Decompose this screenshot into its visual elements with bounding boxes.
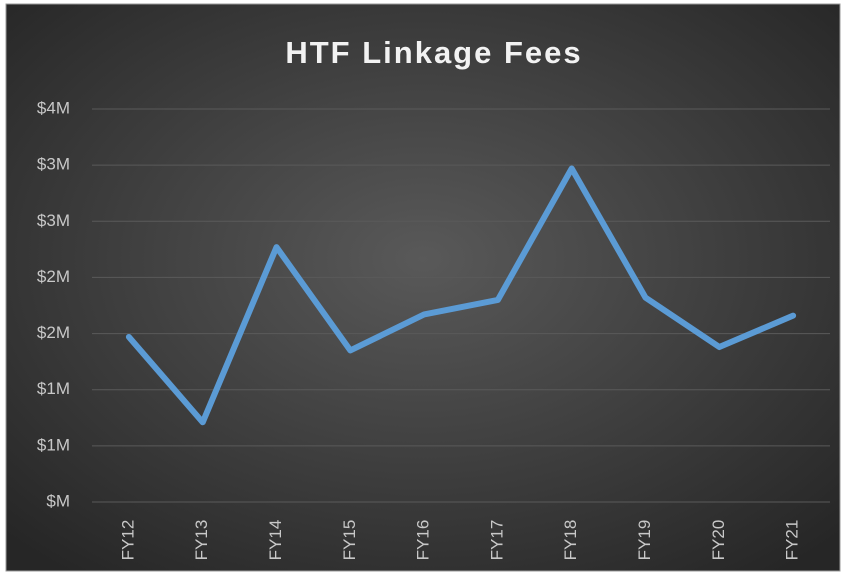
y-tick-label: $1M (37, 435, 70, 454)
x-tick-label: FY19 (635, 520, 654, 561)
y-tick-label: $4M (37, 98, 70, 117)
x-tick-label: FY20 (709, 520, 728, 561)
y-tick-label: $2M (37, 267, 70, 286)
y-tick-label: $2M (37, 323, 70, 342)
line-series (125, 165, 797, 426)
chart-title: HTF Linkage Fees (285, 35, 582, 70)
x-tick-label: FY18 (561, 520, 580, 561)
x-tick-label: FY14 (266, 520, 285, 561)
chart-background (5, 3, 841, 572)
x-tick-label: FY12 (118, 520, 137, 561)
x-tick-label: FY21 (783, 520, 802, 561)
x-tick-label: FY15 (340, 520, 359, 561)
y-tick-label: $3M (37, 211, 70, 230)
y-tick-label: $1M (37, 379, 70, 398)
x-tick-label: FY16 (414, 520, 433, 561)
y-tick-label: $M (46, 491, 70, 510)
y-tick-label: $3M (37, 155, 70, 174)
x-tick-label: FY13 (192, 520, 211, 561)
x-tick-label: FY17 (487, 520, 506, 561)
